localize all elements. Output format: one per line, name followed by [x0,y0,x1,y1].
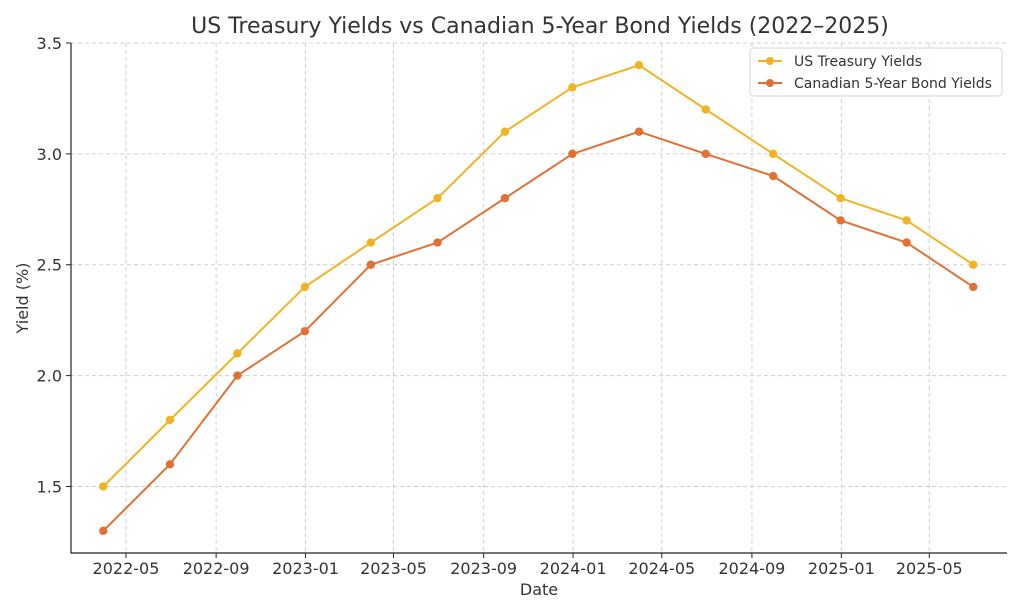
x-tick-label: 2022-05 [93,559,160,578]
axes: 1.5 2.0 2.5 3.0 3.5 2022-05 2022-09 2023-01 2023… [37,34,1007,578]
data-point [233,349,242,358]
data-point [500,194,510,203]
axis-spines [70,43,1007,554]
plot-area [99,60,978,536]
y-axis-label: Yield (%) [13,263,32,335]
data-point [99,482,108,491]
x-tick-label: 2024-05 [628,559,695,578]
x-axis-label: Date [520,580,558,599]
data-point [634,127,644,136]
legend-label: US Treasury Yields [794,54,922,70]
legend-marker [766,57,774,65]
data-point [233,371,242,380]
y-tick-label: 2.5 [37,256,62,275]
data-point [969,282,978,292]
data-point [165,415,175,425]
y-tick-label: 1.5 [37,477,62,496]
data-point [701,105,710,114]
series-line-0 [102,64,974,488]
legend-label: Canadian 5-Year Bond Yields [794,76,992,92]
data-point [568,149,577,159]
x-tick-label: 2023-01 [272,559,339,578]
y-tick-label: 3.0 [37,145,62,164]
x-tick-label: 2022-09 [183,559,250,578]
y-tick-label: 2.0 [37,367,62,386]
data-point [836,216,845,225]
data-point [433,238,442,247]
data-point [366,238,375,247]
data-point [701,149,710,159]
legend: US Treasury Yields Canadian 5-Year Bond Y… [749,47,1003,97]
data-point [500,127,510,136]
x-tick-label: 2023-05 [360,559,427,578]
data-point [902,216,911,225]
data-point [433,194,442,203]
data-point [300,327,310,336]
legend-marker [766,79,774,87]
series-line-1 [102,130,974,532]
data-point [99,526,108,536]
y-tick-label: 3.5 [37,34,62,53]
data-point [634,60,644,70]
x-tick-label: 2023-09 [450,559,517,578]
data-point [969,260,978,269]
data-point [300,282,310,292]
chart-title: US Treasury Yields vs Canadian 5-Year Bo… [191,14,889,39]
grid [71,42,1007,553]
x-tick-label: 2025-01 [808,559,875,578]
data-point [902,238,911,247]
data-point [768,149,778,159]
data-point [366,260,375,269]
x-tick-label: 2025-05 [896,559,963,578]
legend-box [749,47,1003,97]
data-point [165,460,175,469]
data-point [568,83,577,92]
x-tick-label: 2024-01 [540,559,607,578]
x-tick-label: 2024-09 [718,559,785,578]
data-point [768,171,778,181]
data-point [836,194,845,203]
